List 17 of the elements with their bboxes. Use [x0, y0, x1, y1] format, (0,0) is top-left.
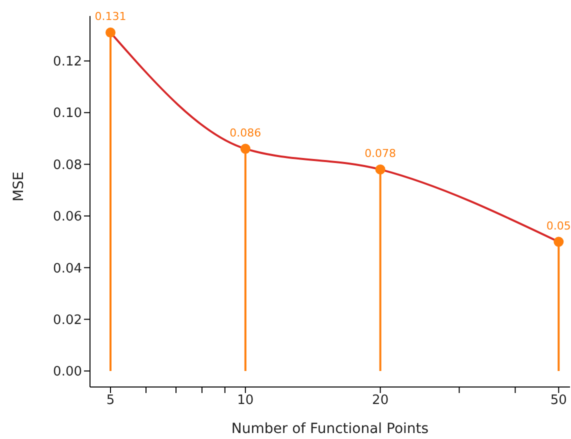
y-tick-label: 0.10: [53, 106, 82, 122]
x-tick-label: 10: [237, 393, 254, 408]
x-tick-label: 20: [372, 393, 389, 408]
y-tick-label: 0.12: [53, 54, 82, 70]
data-label: 0.078: [364, 146, 396, 160]
x-tick-label: 50: [550, 393, 567, 408]
x-axis-title: Number of Functional Points: [231, 421, 429, 437]
y-tick-label: 0.08: [53, 158, 82, 173]
data-label: 0.131: [94, 10, 126, 24]
data-label: 0.05: [546, 219, 571, 232]
y-tick-label: 0.02: [53, 312, 82, 328]
y-tick-label: 0.04: [53, 261, 82, 276]
data-label: 0.086: [230, 126, 262, 140]
y-tick-label: 0.00: [53, 364, 82, 380]
y-tick-label: 0.06: [53, 210, 82, 225]
x-tick-label: 5: [106, 393, 115, 408]
y-axis-title: MSE: [10, 172, 27, 202]
